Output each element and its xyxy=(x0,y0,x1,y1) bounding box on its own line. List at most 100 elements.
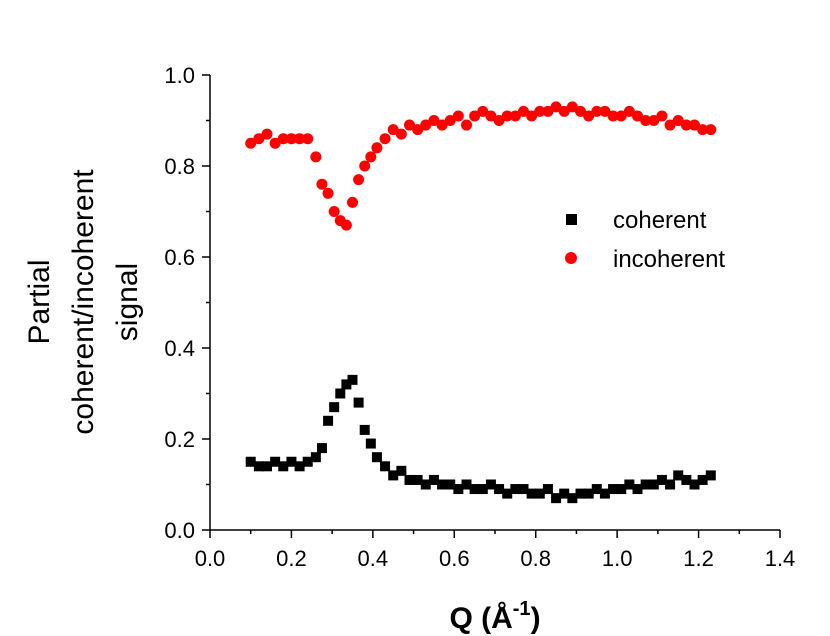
y-tick-label: 0.8 xyxy=(164,154,195,179)
ticks xyxy=(202,74,781,538)
data-point-incoherent xyxy=(316,178,328,190)
y-axis-title: Partial coherent/incoherent signal xyxy=(23,169,144,435)
data-point-incoherent xyxy=(322,187,334,199)
data-point-coherent xyxy=(253,461,264,472)
data-point-incoherent xyxy=(509,110,521,122)
data-point-coherent xyxy=(640,479,651,490)
data-point-incoherent xyxy=(689,119,700,131)
x-axis-title-superscript: -1 xyxy=(513,598,531,620)
x-tick-label: 0.0 xyxy=(195,546,226,571)
data-points xyxy=(245,101,717,504)
data-point-incoherent xyxy=(697,124,709,136)
data-point-incoherent xyxy=(428,115,440,126)
data-point-incoherent xyxy=(412,124,424,136)
data-point-coherent xyxy=(437,479,448,490)
data-point-coherent xyxy=(341,379,352,390)
x-tick-label: 1.2 xyxy=(683,546,714,571)
data-point-incoherent xyxy=(340,219,352,231)
data-point-incoherent xyxy=(680,119,692,131)
data-point-coherent xyxy=(656,474,667,485)
data-point-incoherent xyxy=(404,119,415,131)
data-point-coherent xyxy=(494,484,505,495)
data-point-incoherent xyxy=(347,196,358,208)
data-point-incoherent xyxy=(648,115,660,126)
data-point-coherent xyxy=(542,484,553,495)
x-axis-title: Q (Å-1) xyxy=(449,598,540,635)
data-point-coherent xyxy=(632,484,643,495)
data-point-coherent xyxy=(310,452,321,463)
data-point-incoherent xyxy=(469,110,481,122)
data-point-coherent xyxy=(583,488,594,499)
data-point-incoherent xyxy=(328,206,340,217)
y-tick-label: 0.4 xyxy=(164,336,195,361)
y-axis-title-line-1: Partial xyxy=(23,259,56,344)
data-point-incoherent xyxy=(672,115,684,126)
data-point-incoherent xyxy=(656,110,668,122)
data-point-coherent xyxy=(477,484,488,495)
data-point-incoherent xyxy=(534,105,546,117)
data-point-coherent xyxy=(428,474,439,485)
data-point-incoherent xyxy=(526,110,538,122)
data-point-coherent xyxy=(353,397,364,408)
data-point-incoherent xyxy=(285,133,297,145)
data-point-coherent xyxy=(591,484,602,495)
data-point-coherent xyxy=(302,456,313,467)
data-point-coherent xyxy=(599,488,610,499)
data-point-incoherent xyxy=(664,119,676,131)
data-point-incoherent xyxy=(558,105,570,117)
data-point-coherent xyxy=(518,484,529,495)
data-point-incoherent xyxy=(379,133,391,145)
data-point-incoherent xyxy=(575,105,586,117)
data-point-coherent xyxy=(323,415,334,426)
data-point-coherent xyxy=(567,493,578,504)
data-point-coherent xyxy=(697,474,708,485)
data-point-coherent xyxy=(534,488,545,499)
data-point-incoherent xyxy=(253,133,265,145)
data-point-coherent xyxy=(616,484,627,495)
data-point-coherent xyxy=(347,374,358,385)
data-point-coherent xyxy=(575,488,586,499)
y-tick-label: 1.0 xyxy=(164,63,195,88)
data-point-coherent xyxy=(485,479,496,490)
data-point-coherent xyxy=(294,461,305,472)
data-point-coherent xyxy=(420,479,431,490)
data-point-incoherent xyxy=(444,115,456,126)
data-point-coherent xyxy=(665,479,676,490)
data-point-coherent xyxy=(365,438,376,449)
y-axis-title-line-3: signal xyxy=(111,263,144,341)
data-point-incoherent xyxy=(583,110,595,122)
data-point-incoherent xyxy=(310,151,322,163)
data-point-coherent xyxy=(559,488,570,499)
data-point-coherent xyxy=(453,484,464,495)
data-point-incoherent xyxy=(371,142,383,154)
x-tick-label: 0.4 xyxy=(358,546,389,571)
data-point-coherent xyxy=(329,402,340,413)
data-point-incoherent xyxy=(607,110,619,122)
legend-label-coherent: coherent xyxy=(613,207,707,234)
data-point-incoherent xyxy=(420,119,432,131)
data-point-incoherent xyxy=(550,101,562,113)
x-axis-title-main: Q (Å xyxy=(449,602,512,635)
legend-marker-incoherent xyxy=(565,252,577,264)
data-point-incoherent xyxy=(245,137,257,149)
data-point-coherent xyxy=(673,470,684,481)
data-point-coherent xyxy=(371,452,382,463)
data-point-coherent xyxy=(278,461,289,472)
x-tick-label: 1.0 xyxy=(602,546,633,571)
data-point-coherent xyxy=(681,474,692,485)
data-point-incoherent xyxy=(518,105,529,117)
data-point-incoherent xyxy=(395,128,407,140)
data-point-incoherent xyxy=(591,105,603,117)
data-point-coherent xyxy=(510,484,521,495)
data-point-coherent xyxy=(335,388,346,399)
data-point-incoherent xyxy=(461,119,472,131)
data-point-incoherent xyxy=(640,115,652,126)
data-point-coherent xyxy=(388,470,399,481)
data-point-incoherent xyxy=(387,124,399,136)
data-point-coherent xyxy=(648,479,659,490)
data-point-coherent xyxy=(551,493,562,504)
x-tick-label: 0.8 xyxy=(520,546,551,571)
data-point-coherent xyxy=(502,488,513,499)
data-point-coherent xyxy=(286,456,297,467)
data-point-coherent xyxy=(262,461,272,472)
